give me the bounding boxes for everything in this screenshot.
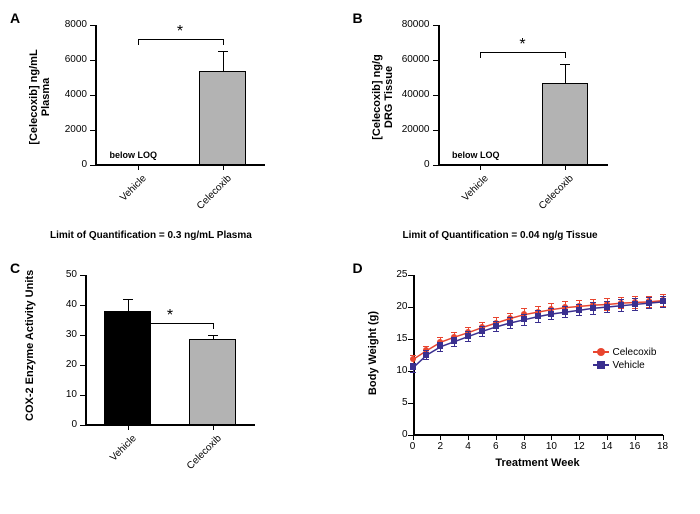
panel-c-label: C (10, 260, 20, 276)
panel-d-label: D (353, 260, 363, 276)
chart-c: 01020304050COX-2 Enzyme Activity UnitsVe… (85, 275, 255, 425)
caption-a: Limit of Quantification = 0.3 ng/mL Plas… (50, 230, 252, 241)
panel-b: B 020000400006000080000[Celecoxib] ng/gD… (353, 10, 691, 255)
panel-b-label: B (353, 10, 363, 26)
panel-c: C 01020304050COX-2 Enzyme Activity Units… (10, 260, 348, 505)
chart-d: 0510152025024681012141618Body Weight (g)… (413, 275, 663, 435)
chart-b: 020000400006000080000[Celecoxib] ng/gDRG… (438, 25, 608, 165)
figure-grid: A 02000400060008000[Celecoxib] ng/mLPlas… (10, 10, 690, 504)
panel-a-label: A (10, 10, 20, 26)
panel-a: A 02000400060008000[Celecoxib] ng/mLPlas… (10, 10, 348, 255)
chart-a: 02000400060008000[Celecoxib] ng/mLPlasma… (95, 25, 265, 165)
caption-b: Limit of Quantification = 0.04 ng/g Tiss… (403, 230, 598, 241)
panel-d: D 0510152025024681012141618Body Weight (… (353, 260, 691, 505)
